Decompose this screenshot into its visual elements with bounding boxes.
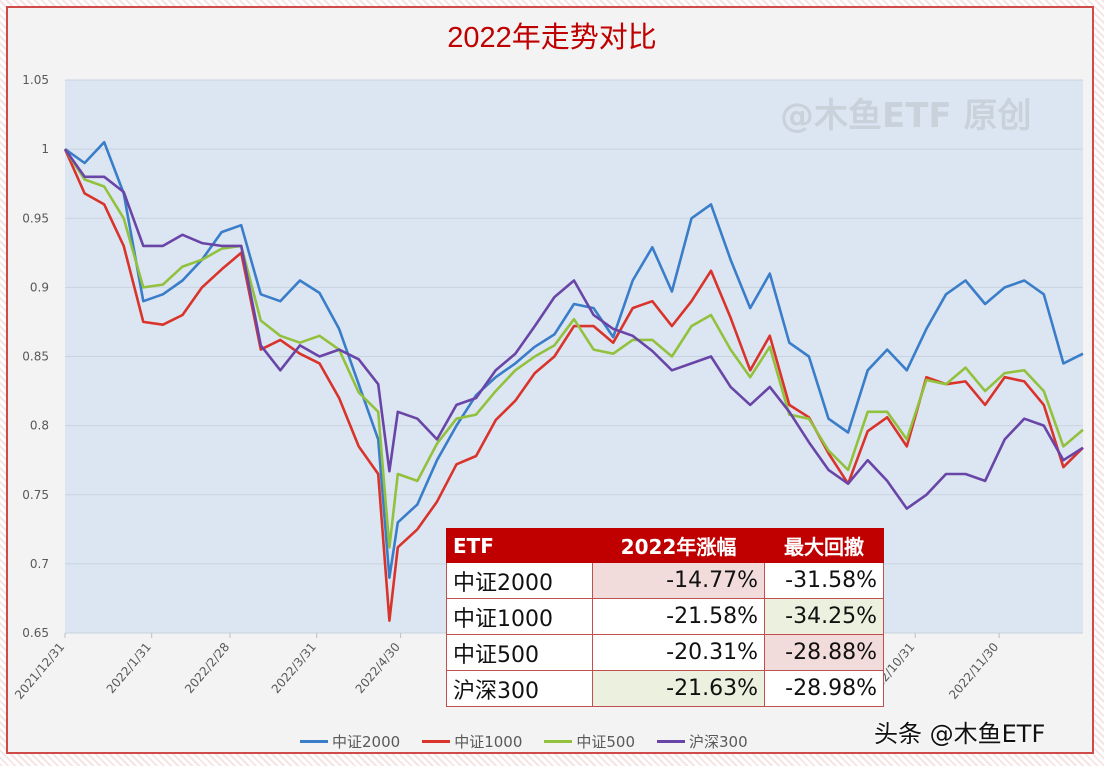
legend-swatch xyxy=(544,740,573,743)
etf-name: 中证1000 xyxy=(446,598,593,635)
return-value: -14.77% xyxy=(592,562,765,599)
legend-swatch xyxy=(657,740,686,743)
y-tick-label: 0.7 xyxy=(30,557,49,571)
x-tick-label: 2021/12/31 xyxy=(12,640,67,702)
legend-label: 中证500 xyxy=(576,733,636,751)
y-tick-label: 1 xyxy=(41,142,49,156)
legend-label: 中证1000 xyxy=(454,733,523,751)
drawdown-value: -31.58% xyxy=(764,562,884,599)
return-value: -20.31% xyxy=(592,634,765,671)
x-tick-label: 2022/3/31 xyxy=(269,640,319,696)
legend-item: 中证2000 xyxy=(300,731,400,752)
watermark-bottom: 头条 @木鱼ETF xyxy=(874,720,1046,748)
legend-item: 中证1000 xyxy=(422,731,522,752)
y-tick-label: 0.95 xyxy=(22,211,49,225)
legend-item: 中证500 xyxy=(544,731,635,752)
watermark-top: @木鱼ETF 原创 xyxy=(780,96,1032,136)
legend-swatch xyxy=(422,740,451,743)
drawdown-value: -28.98% xyxy=(764,670,884,707)
etf-name: 中证500 xyxy=(446,634,593,671)
x-tick-label: 2022/2/28 xyxy=(182,640,232,696)
series-line xyxy=(64,140,1084,580)
y-tick-label: 0.65 xyxy=(22,626,49,640)
series-line xyxy=(63,148,1084,622)
summary-table: ETF 2022年涨幅 最大回撤 中证2000 -14.77% -31.58% … xyxy=(446,528,884,707)
drawdown-value: -28.88% xyxy=(764,634,884,671)
table-row: 沪深300 -21.63% -28.98% xyxy=(446,670,884,707)
drawdown-value: -34.25% xyxy=(764,598,884,635)
header-etf: ETF xyxy=(446,528,593,563)
legend: 中证2000 中证1000 中证500 沪深300 xyxy=(300,731,748,752)
etf-name: 中证2000 xyxy=(446,562,593,599)
y-tick-label: 1.05 xyxy=(22,73,49,87)
legend-swatch xyxy=(300,740,328,743)
x-tick-label: 2022/4/30 xyxy=(353,640,403,696)
table-row: 中证2000 -14.77% -31.58% xyxy=(446,562,884,599)
series-line xyxy=(63,148,1084,510)
legend-label: 沪深300 xyxy=(689,733,748,751)
y-tick-label: 0.8 xyxy=(30,419,49,433)
table-header-row: ETF 2022年涨幅 最大回撤 xyxy=(446,528,884,563)
return-value: -21.63% xyxy=(592,670,765,707)
y-tick-label: 0.85 xyxy=(22,350,49,364)
y-tick-label: 0.9 xyxy=(30,280,49,294)
header-return: 2022年涨幅 xyxy=(592,528,765,563)
x-tick-label: 2022/11/30 xyxy=(946,640,1001,702)
header-drawdown: 最大回撤 xyxy=(764,528,884,563)
etf-name: 沪深300 xyxy=(446,670,593,707)
legend-item: 沪深300 xyxy=(657,731,748,752)
legend-label: 中证2000 xyxy=(332,733,401,751)
y-tick-label: 0.75 xyxy=(22,488,49,502)
return-value: -21.58% xyxy=(592,598,765,635)
x-tick-label: 2022/1/31 xyxy=(104,640,154,696)
table-row: 中证500 -20.31% -28.88% xyxy=(446,634,884,671)
chart-title: 2022年走势对比 xyxy=(447,22,657,54)
table-row: 中证1000 -21.58% -34.25% xyxy=(446,598,884,635)
